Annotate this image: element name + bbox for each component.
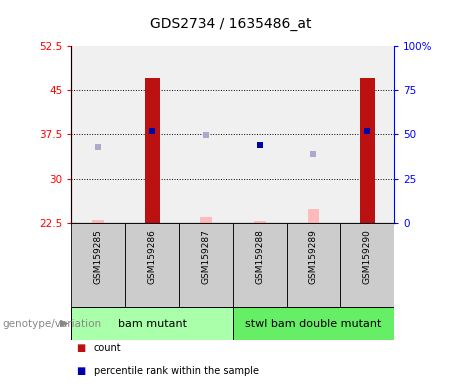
Text: count: count: [94, 343, 121, 353]
Bar: [233, 307, 394, 340]
Text: genotype/variation: genotype/variation: [2, 318, 101, 329]
Text: GSM159289: GSM159289: [309, 230, 318, 285]
Bar: [307, 209, 319, 223]
Text: ■: ■: [76, 366, 85, 376]
Bar: [125, 223, 179, 307]
Text: GSM159290: GSM159290: [363, 230, 372, 285]
Bar: [71, 223, 125, 307]
Bar: [287, 223, 340, 307]
Bar: [71, 307, 233, 340]
Text: bam mutant: bam mutant: [118, 318, 187, 329]
Bar: [254, 221, 266, 223]
Bar: [200, 217, 212, 223]
Text: GSM159286: GSM159286: [148, 230, 157, 285]
Bar: [92, 220, 104, 223]
Bar: [340, 223, 394, 307]
Bar: [360, 78, 375, 223]
Bar: [145, 78, 160, 223]
Text: GSM159287: GSM159287: [201, 230, 210, 285]
Bar: [233, 223, 287, 307]
Text: GSM159288: GSM159288: [255, 230, 264, 285]
Bar: [179, 223, 233, 307]
Text: ■: ■: [76, 343, 85, 353]
Text: stwl bam double mutant: stwl bam double mutant: [245, 318, 382, 329]
Text: GSM159285: GSM159285: [94, 230, 103, 285]
Text: GDS2734 / 1635486_at: GDS2734 / 1635486_at: [150, 17, 311, 31]
Text: percentile rank within the sample: percentile rank within the sample: [94, 366, 259, 376]
